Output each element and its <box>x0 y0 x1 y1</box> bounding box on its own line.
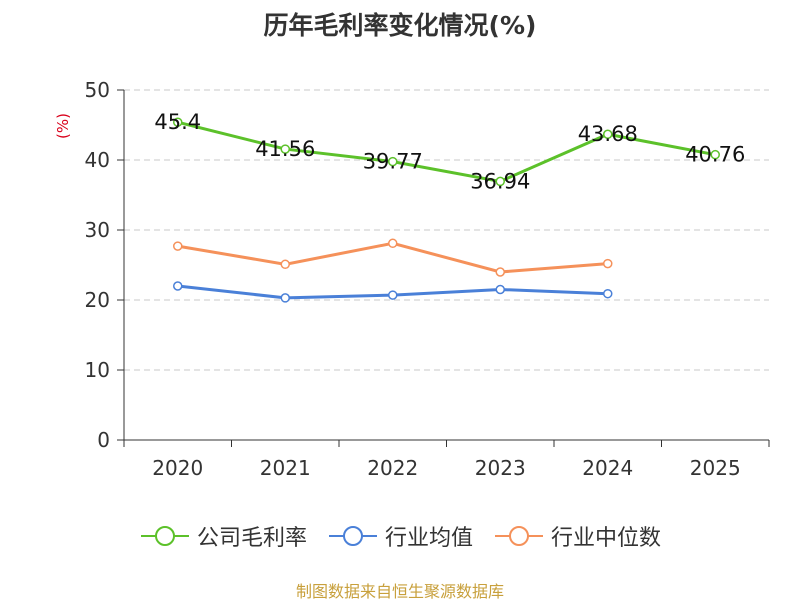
data-point <box>173 117 183 127</box>
data-point <box>388 238 398 249</box>
x-tick-label: 2022 <box>367 456 418 480</box>
data-point <box>603 258 613 269</box>
axes: 0 10 20 30 40 50 2020 2021 2022 2023 2024 2025 (%) <box>54 78 770 480</box>
legend-label: 行业中位数 <box>551 526 662 551</box>
y-tick-label: 30 <box>85 218 110 242</box>
y-tick-label: 0 <box>97 428 110 452</box>
data-point <box>495 267 505 277</box>
series <box>173 117 720 303</box>
grid <box>124 89 769 371</box>
data-label: 41.56 <box>255 137 315 161</box>
y-tick-label: 50 <box>85 78 110 102</box>
data-point <box>710 149 720 160</box>
series-line <box>177 120 716 183</box>
legend-label: 行业均值 <box>384 526 473 551</box>
legend-item[interactable]: 公司毛利率 <box>139 520 307 552</box>
x-tick-label: 2024 <box>582 456 633 480</box>
data-point <box>173 281 183 291</box>
data-point <box>495 284 505 295</box>
data-point <box>388 156 398 167</box>
x-tick-label: 2025 <box>690 456 741 480</box>
line-chart: 0 10 20 30 40 50 2020 2021 2022 2023 2024 2025 (%) 4… <box>54 78 770 480</box>
data-labels: 45.4 41.56 39.77 36.94 43.68 40.76 <box>154 110 745 193</box>
y-tick-label: 20 <box>85 288 110 312</box>
y-tick-label: 10 <box>85 358 110 382</box>
data-label: 39.77 <box>363 150 423 174</box>
data-point <box>280 259 290 270</box>
y-axis-label: (%) <box>54 113 72 139</box>
legend-marker-icon <box>328 526 377 546</box>
data-point <box>280 293 290 303</box>
data-point <box>495 176 505 187</box>
data-label: 45.4 <box>154 110 201 134</box>
x-tick-label: 2020 <box>152 456 203 480</box>
y-tick-label: 40 <box>85 148 110 172</box>
data-label: 40.76 <box>685 143 745 167</box>
data-point <box>603 288 613 299</box>
source-note: 制图数据来自恒生聚源数据库 <box>295 582 504 601</box>
data-point <box>280 144 290 154</box>
x-tick-label: 2021 <box>260 456 311 480</box>
legend-label: 公司毛利率 <box>196 526 307 551</box>
data-point <box>603 129 613 139</box>
data-point <box>388 290 398 300</box>
data-label: 36.94 <box>470 169 530 193</box>
legend: 公司毛利率 行业均值 行业中位数 <box>0 520 800 554</box>
legend-item[interactable]: 行业均值 <box>327 520 473 552</box>
chart-title: 历年毛利率变化情况(%) <box>263 11 537 40</box>
data-point <box>173 241 183 251</box>
legend-marker-icon <box>495 526 543 546</box>
legend-marker-icon <box>140 526 189 546</box>
data-label: 43.68 <box>578 122 638 146</box>
legend-item[interactable]: 行业中位数 <box>493 520 661 552</box>
x-tick-label: 2023 <box>475 456 526 480</box>
